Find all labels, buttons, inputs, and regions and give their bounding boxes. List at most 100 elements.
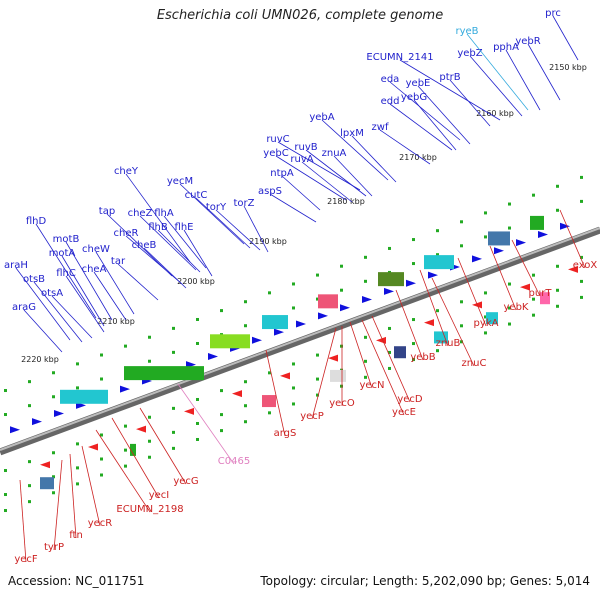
forward-gene-label: araH <box>4 260 28 271</box>
operon-block <box>210 334 250 349</box>
reverse-block <box>394 346 406 359</box>
reverse-gene-label: yebB <box>410 352 435 363</box>
track-dot <box>196 317 199 321</box>
leader-line <box>179 183 245 245</box>
track-dot <box>148 439 151 443</box>
reverse-gene-label: yecR <box>88 518 113 529</box>
track-dot <box>172 446 175 450</box>
reverse-gene-label: yecN <box>359 380 384 391</box>
leader-line <box>143 247 187 289</box>
track-dot <box>580 175 583 179</box>
forward-gene-label: flhB <box>148 222 168 233</box>
kbp-tick-label: 2180 kbp <box>327 197 365 206</box>
leader-line <box>301 161 353 203</box>
leader-line <box>23 309 63 353</box>
track-dot <box>4 413 7 417</box>
forward-gene-arrow <box>406 279 416 287</box>
leader-line <box>559 209 586 269</box>
forward-gene-label: yebC <box>263 148 288 159</box>
forward-gene-arrow <box>318 312 328 320</box>
track-dot <box>484 211 487 215</box>
pseudo-gene-label: C0465 <box>218 456 250 467</box>
forward-gene-label: torZ <box>233 198 254 209</box>
forward-gene-label: yecM <box>167 176 193 187</box>
forward-gene-label: tap <box>99 206 115 217</box>
track-dot <box>460 244 463 248</box>
forward-gene-label: motA <box>49 248 76 259</box>
track-dot <box>388 366 391 370</box>
operon-block <box>262 315 288 330</box>
operon-block <box>424 255 454 270</box>
reverse-gene-label: exoX <box>573 260 598 271</box>
reverse-gene-label: yecI <box>149 490 170 501</box>
accession-text: Accession: NC_011751 <box>8 574 145 588</box>
reverse-gene-label: pykA <box>474 318 499 329</box>
forward-gene-label: pphA <box>493 42 519 53</box>
operon-block <box>488 231 510 246</box>
reverse-gene-arrow <box>136 425 146 433</box>
leader-line <box>19 479 27 563</box>
track-dot <box>340 264 343 268</box>
leader-line <box>139 407 187 485</box>
track-dot <box>484 315 487 319</box>
reverse-gene-label: yecF <box>14 554 38 565</box>
track-dot <box>268 371 271 375</box>
forward-gene-label: prc <box>545 8 561 19</box>
leader-line <box>505 49 541 111</box>
track-dot <box>388 326 391 330</box>
track-dot <box>460 324 463 328</box>
track-dot <box>244 300 247 304</box>
operon-block <box>318 294 338 309</box>
leader-line <box>35 223 97 319</box>
track-dot <box>196 397 199 401</box>
track-dot <box>460 220 463 224</box>
reverse-gene-label: yecE <box>392 407 416 418</box>
leader-line <box>395 289 424 361</box>
forward-gene-arrow <box>120 385 130 393</box>
track-dot <box>244 380 247 384</box>
operon-block <box>530 215 544 230</box>
track-dot <box>316 273 319 277</box>
leader-line <box>311 327 337 420</box>
track-dot <box>76 466 79 470</box>
track-dot <box>556 184 559 188</box>
forward-gene-arrow <box>340 304 350 312</box>
track-dot <box>580 199 583 203</box>
forward-gene-label: flhA <box>154 208 174 219</box>
reverse-gene-arrow <box>88 443 98 451</box>
leader-line <box>53 459 63 551</box>
forward-gene-label: ruvC <box>266 134 289 145</box>
forward-gene-label: ntpA <box>270 168 294 179</box>
kbp-tick-label: 2150 kbp <box>549 63 587 72</box>
forward-gene-arrow <box>362 296 372 304</box>
track-dot <box>292 402 295 406</box>
leader-line <box>243 205 269 253</box>
track-dot <box>364 279 367 283</box>
forward-gene-label: lpxM <box>340 128 364 139</box>
track-dot <box>4 469 7 473</box>
forward-gene-label: araG <box>12 302 36 313</box>
forward-gene-label: ptrB <box>439 72 460 83</box>
track-dot <box>4 509 7 513</box>
track-dot <box>436 253 439 257</box>
reverse-block <box>330 369 346 382</box>
reverse-gene-arrow <box>376 336 386 344</box>
reverse-gene-label: argS <box>274 428 297 439</box>
track-dot <box>508 226 511 230</box>
forward-gene-label: flhD <box>26 216 47 227</box>
label-layer: 2150 kbp 2160 kbp 2170 kbp 2180 kbp 2190 kbp… <box>4 8 597 565</box>
track-dot <box>220 429 223 433</box>
kbp-tick-label: 2160 kbp <box>476 109 514 118</box>
leader-line <box>333 155 373 197</box>
forward-gene-label: ruvA <box>290 154 313 165</box>
track-dot <box>340 344 343 348</box>
reverse-block <box>486 312 498 325</box>
kbp-tick-label: 2210 kbp <box>97 317 135 326</box>
leader-line <box>417 85 471 145</box>
forward-gene-arrow <box>494 247 504 255</box>
forward-gene-arrow <box>560 222 570 230</box>
track-dot <box>148 415 151 419</box>
reverse-gene-arrow <box>424 319 434 327</box>
track-dot <box>460 300 463 304</box>
track-dot <box>316 297 319 301</box>
